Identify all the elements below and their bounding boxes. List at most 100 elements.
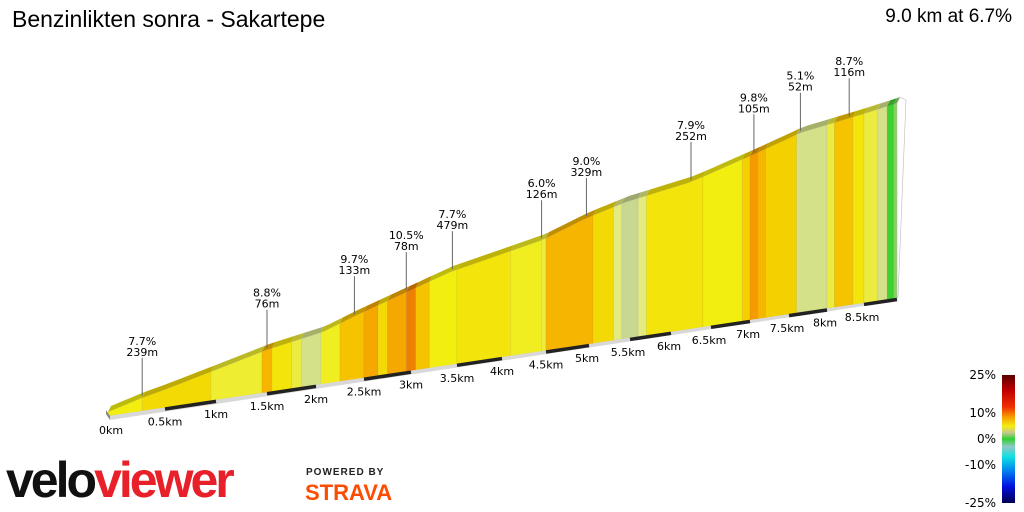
profile-top-band	[887, 98, 897, 107]
x-tick-label: 8km	[813, 316, 837, 329]
legend-label: 10%	[969, 406, 996, 421]
annotation-length: 252m	[675, 130, 707, 143]
gradient-segment	[320, 322, 341, 385]
gradient-segment	[765, 134, 797, 318]
annotation-grade: 7.9%	[677, 119, 705, 132]
profile-top-band	[750, 146, 761, 156]
profile-end-face	[896, 96, 907, 299]
profile-top-band	[638, 189, 650, 199]
legend-label: -10%	[964, 457, 996, 472]
profile-top-band	[457, 244, 514, 270]
profile-top-band	[142, 365, 214, 398]
gradient-segment	[363, 304, 379, 379]
x-tick-label: 6km	[657, 340, 681, 353]
climb-annotation: 5.1%52m	[786, 70, 814, 131]
distance-scale-dash	[788, 308, 828, 318]
distance-scale-dash	[629, 331, 672, 342]
annotation-grade: 8.8%	[253, 287, 281, 300]
climb-annotation: 7.7%239m	[126, 335, 158, 396]
profile-top-band	[301, 326, 324, 339]
gradient-segment	[886, 103, 895, 300]
annotation-length: 479m	[437, 219, 469, 232]
x-tick-label: 0.5km	[148, 415, 183, 428]
gradient-segment	[621, 197, 639, 340]
x-tick-label: 3.5km	[440, 372, 475, 385]
gradient-segment	[796, 124, 828, 314]
annotation-length: 126m	[526, 188, 558, 201]
profile-top-band	[703, 153, 746, 177]
profile-top-band	[796, 118, 830, 135]
x-tick-label: 7km	[736, 328, 760, 341]
strava-logo: STRAVA	[305, 480, 393, 505]
legend-colorbar	[1002, 375, 1015, 503]
climb-summary: 9.0 km at 6.7%	[885, 6, 1012, 27]
gradient-segment	[749, 152, 759, 321]
annotation-grade: 9.8%	[740, 91, 768, 104]
profile-top-band	[546, 209, 597, 239]
x-tick-label: 8.5km	[845, 311, 880, 324]
x-tick-label: 5.5km	[611, 346, 646, 359]
climb-annotation: 6.0%126m	[526, 177, 558, 239]
profile-top-band	[827, 116, 838, 125]
gradient-segment	[592, 206, 614, 344]
gradient-segment	[339, 311, 365, 382]
annotation-length: 78m	[394, 240, 419, 253]
legend-label: -25%	[964, 496, 996, 510]
profile-top-band	[415, 275, 433, 288]
profile-top-band	[387, 286, 410, 301]
x-tick-label: 4km	[490, 365, 514, 378]
veloviewer-logo: veloviewer	[6, 452, 235, 508]
annotation-length: 76m	[255, 298, 280, 311]
profile-top-band	[340, 305, 367, 324]
gradient-segment	[415, 281, 430, 371]
profile-top-band	[291, 332, 305, 342]
gradient-segment	[541, 237, 547, 352]
gradient-segment	[405, 287, 416, 372]
annotation-grade: 9.0%	[572, 155, 600, 168]
gradient-segment	[261, 347, 273, 394]
gradient-segment	[893, 102, 898, 299]
distance-scale-dash	[164, 399, 217, 411]
profile-top-band	[261, 342, 275, 352]
annotation-grade: 6.0%	[528, 177, 556, 190]
annotation-length: 133m	[339, 264, 371, 277]
profile-top-band	[406, 281, 419, 293]
profile-top-band	[271, 335, 295, 349]
annotation-grade: 9.7%	[340, 253, 368, 266]
annotation-length: 105m	[738, 102, 770, 115]
gradient-segment	[852, 113, 865, 305]
gradient-segment	[757, 148, 766, 320]
x-tick-label: 2.5km	[347, 386, 382, 399]
distance-scale-dash	[266, 384, 317, 396]
gradient-segment	[429, 269, 458, 369]
profile-top-band	[593, 201, 617, 216]
profile-start-face	[106, 410, 110, 420]
gradient-segment	[300, 332, 322, 388]
gradient-segment	[291, 338, 302, 389]
profile-top-band	[877, 100, 891, 110]
profile-top-band	[742, 149, 753, 160]
profile-top-band	[364, 299, 382, 312]
x-tick-label: 5km	[575, 352, 599, 365]
distance-scale-dash	[863, 297, 898, 307]
annotation-grade: 10.5%	[389, 229, 424, 242]
profile-top-band	[834, 111, 856, 123]
climb-annotation: 8.7%116m	[833, 55, 865, 117]
annotation-length: 116m	[833, 66, 865, 79]
profile-top-band	[757, 142, 769, 153]
gradient-segment	[456, 250, 512, 365]
gradient-segment	[271, 341, 292, 392]
profile-top-band	[765, 128, 800, 149]
x-tick-label: 1km	[204, 408, 228, 421]
annotation-length: 52m	[788, 81, 813, 94]
profile-top-band	[893, 97, 900, 105]
gradient-segment	[741, 155, 751, 322]
gradient-segment	[646, 176, 704, 336]
profile-top-band	[320, 317, 343, 333]
gradient-segment	[377, 300, 388, 376]
x-tick-label: 1.5km	[250, 400, 285, 413]
profile-top-band	[621, 192, 642, 204]
legend-label: 0%	[976, 432, 996, 446]
x-tick-label: 0km	[99, 424, 123, 437]
